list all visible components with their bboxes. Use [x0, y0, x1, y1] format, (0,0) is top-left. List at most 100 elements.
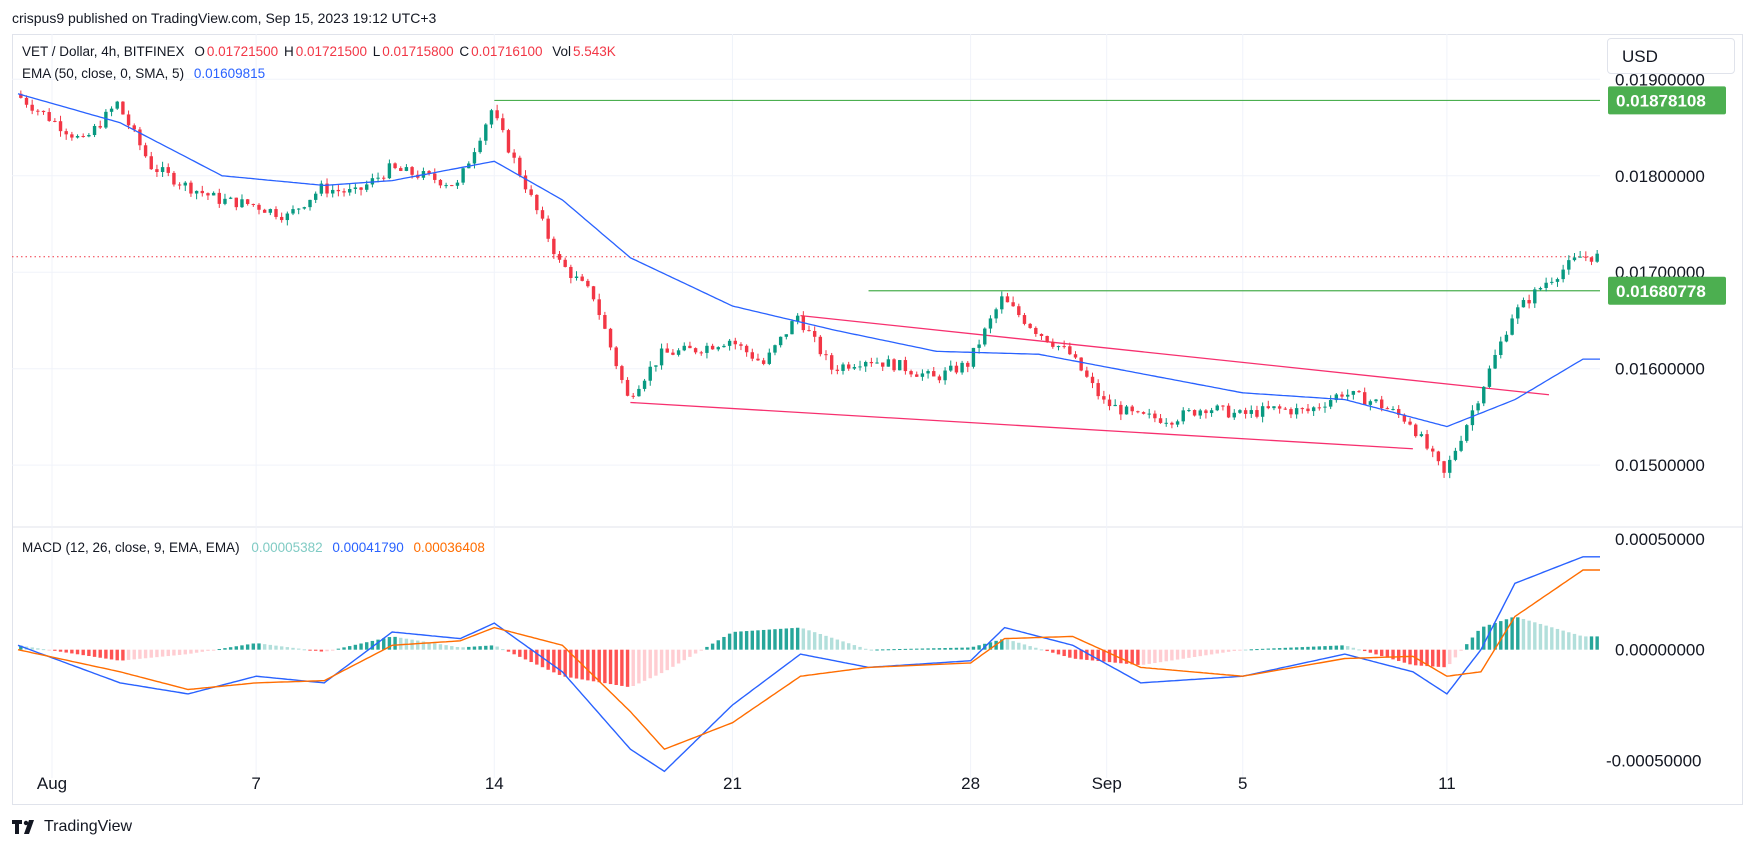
macd-histogram-bar [1243, 649, 1248, 651]
macd-histogram-bar [864, 648, 868, 650]
macd-histogram-bar [648, 649, 652, 679]
macd-histogram-bar [699, 649, 703, 651]
macd-histogram-bar [121, 649, 125, 661]
candle-body [710, 345, 715, 350]
candle-body [461, 168, 465, 183]
candle-body [330, 189, 335, 194]
candle-body [699, 352, 703, 354]
legend-macd-signal: 0.00036408 [413, 540, 485, 555]
macd-histogram-bar [920, 648, 925, 650]
macd-histogram-bar [58, 649, 63, 652]
macd-histogram-bar [177, 649, 182, 655]
candle-body [404, 167, 409, 171]
candle-body [1351, 391, 1356, 395]
macd-histogram-bar [665, 649, 669, 671]
candle-body [1136, 411, 1140, 413]
price-tick-label: 0.01600000 [1615, 360, 1705, 379]
candle-body [795, 315, 800, 322]
candle-body [909, 371, 913, 375]
macd-histogram-bar [1011, 641, 1015, 650]
macd-histogram-bar [682, 649, 686, 661]
candle-body [268, 209, 273, 213]
macd-histogram-bar [484, 645, 488, 650]
macd-histogram-bar [1595, 636, 1599, 650]
macd-histogram-bar [852, 645, 857, 650]
macd-histogram-bar [1300, 647, 1305, 650]
candle-body [1555, 279, 1560, 282]
candle-body [693, 348, 698, 353]
price-tag-label: 0.01680778 [1616, 282, 1706, 301]
grid [12, 34, 1743, 778]
macd-histogram-bar [1119, 649, 1123, 664]
macd-histogram-bar [1311, 646, 1316, 650]
macd-histogram-bar [19, 645, 23, 650]
macd-histogram-bar [1294, 647, 1299, 650]
candle-body [1277, 406, 1282, 409]
candle-body [138, 129, 142, 146]
candle-body [966, 362, 970, 367]
candle-body [977, 344, 981, 348]
candle-body [1221, 405, 1225, 407]
candle-body [1198, 410, 1202, 416]
candle-body [682, 345, 686, 351]
macd-histogram-bar [693, 649, 698, 654]
macd-histogram-bar [569, 649, 573, 678]
macd-histogram-bar [835, 639, 840, 650]
candle-body [767, 352, 772, 364]
macd-histogram-bar [1107, 649, 1112, 663]
macd-histogram-bar [189, 649, 193, 654]
candle-body [1595, 253, 1599, 262]
macd-histogram-bar [138, 649, 142, 659]
candle-body [444, 185, 448, 187]
candle-body [30, 104, 34, 111]
candle-body [1153, 413, 1157, 419]
candle-body [744, 345, 749, 353]
macd-histogram-bar [1385, 649, 1390, 658]
price-tag [1608, 86, 1726, 115]
candle-body [1119, 404, 1123, 415]
candle-body [433, 173, 437, 180]
macd-histogram-bar [659, 649, 664, 674]
candle-body [852, 367, 857, 369]
candle-body [1402, 414, 1407, 422]
currency-button[interactable]: USD [1607, 38, 1735, 74]
candle-body [1414, 424, 1418, 437]
candle-body [1283, 408, 1288, 410]
attribution-text: crispus9 published on TradingView.com, S… [12, 10, 437, 26]
legend-macd-label: MACD (12, 26, close, 9, EMA, EMA) [22, 540, 240, 555]
candle-body [1567, 260, 1571, 270]
macd-histogram-bar [926, 648, 930, 650]
legend-l-label: L [372, 44, 381, 59]
candle-body [1102, 396, 1106, 400]
candle-body [1130, 406, 1134, 412]
candle-body [1533, 289, 1537, 304]
candle-body [898, 360, 902, 371]
candle-body [53, 120, 57, 122]
tradingview-logo[interactable]: TradingView [12, 818, 132, 836]
candle-body [1062, 346, 1066, 348]
macd-histogram-bar [1504, 619, 1509, 650]
candle-body [1328, 400, 1333, 407]
macd-histogram-bar [1005, 639, 1010, 650]
macd-histogram-bar [1538, 623, 1543, 650]
macd-histogram-bar [1516, 617, 1520, 650]
legend-c-value: 0.01716100 [471, 44, 543, 59]
macd-histogram-bar [733, 631, 737, 650]
macd-histogram-bar [467, 646, 471, 650]
candle-body [591, 286, 596, 300]
macd-histogram-bar [427, 642, 431, 650]
candle-body [1516, 307, 1520, 319]
candle-body [1005, 296, 1010, 303]
price-tag-label: 0.01878108 [1616, 91, 1706, 110]
macd-histogram-bar [518, 649, 522, 657]
candle-body [761, 360, 766, 364]
axes: 0.019000000.018000000.017000000.01600000… [37, 70, 1726, 793]
candle-body [807, 330, 811, 332]
candle-body [1476, 403, 1480, 411]
candle-body [1589, 257, 1594, 262]
macd-histogram-bar [1175, 649, 1180, 660]
macd-histogram-bar [81, 649, 85, 656]
macd-histogram-bar [552, 649, 556, 673]
candle-body [971, 347, 976, 367]
